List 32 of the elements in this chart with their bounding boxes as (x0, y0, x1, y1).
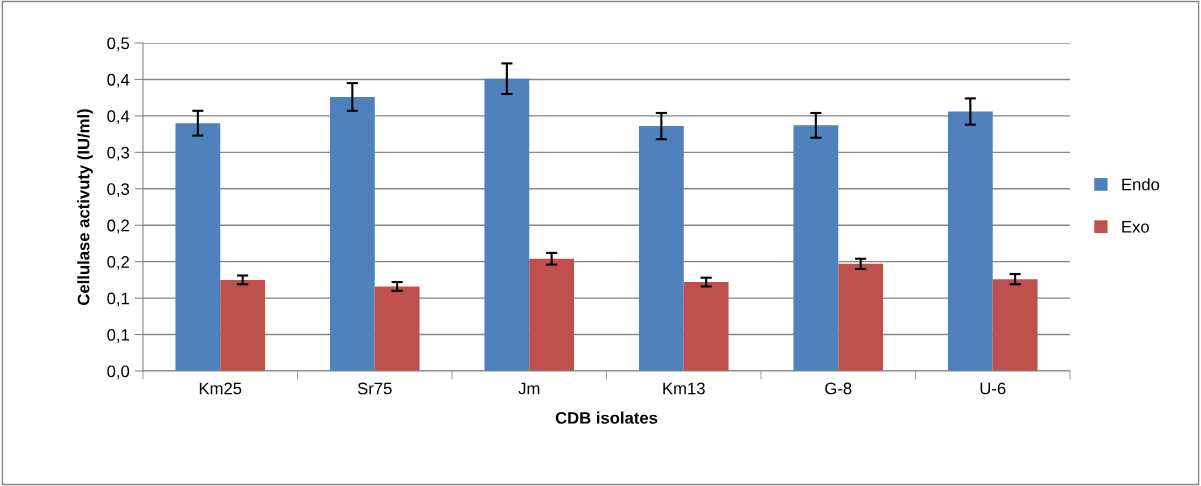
bar (374, 286, 420, 371)
y-tick-label: 0,2 (107, 219, 129, 234)
x-tick-label: Sr75 (357, 382, 392, 395)
y-axis-title: Cellulase activuty (IU/ml) (77, 109, 93, 305)
y-tick-label: 0,4 (107, 110, 130, 125)
x-tick-label: Km13 (663, 382, 705, 395)
y-tick-label: 0,4 (107, 73, 130, 88)
legend-label: Endo (1122, 178, 1160, 191)
y-tick-label: 0,1 (107, 292, 129, 307)
x-tick-label: Km25 (199, 382, 242, 395)
bar (529, 258, 575, 371)
bar (175, 123, 221, 371)
bar (683, 282, 729, 371)
bar (838, 263, 884, 371)
y-tick-label: 0,3 (107, 146, 130, 161)
y-tick-label: 0,1 (107, 328, 129, 343)
x-tick-label: U-6 (980, 382, 1006, 395)
bar (329, 96, 375, 371)
bar (220, 279, 266, 371)
x-tick-label: Jm (518, 382, 540, 395)
x-tick-label: G-8 (825, 382, 852, 395)
y-tick-label: 0,2 (107, 256, 129, 270)
bar (992, 279, 1038, 371)
bar (484, 78, 530, 371)
bar (793, 125, 839, 371)
y-tick-label: 0,3 (107, 183, 130, 197)
y-tick-label: 0,0 (107, 365, 130, 380)
y-tick-label: 0,5 (107, 37, 130, 52)
bar (947, 111, 993, 371)
legend-label: Exo (1122, 221, 1149, 233)
bar (638, 126, 684, 371)
x-axis-title: CDB isolates (555, 411, 658, 424)
